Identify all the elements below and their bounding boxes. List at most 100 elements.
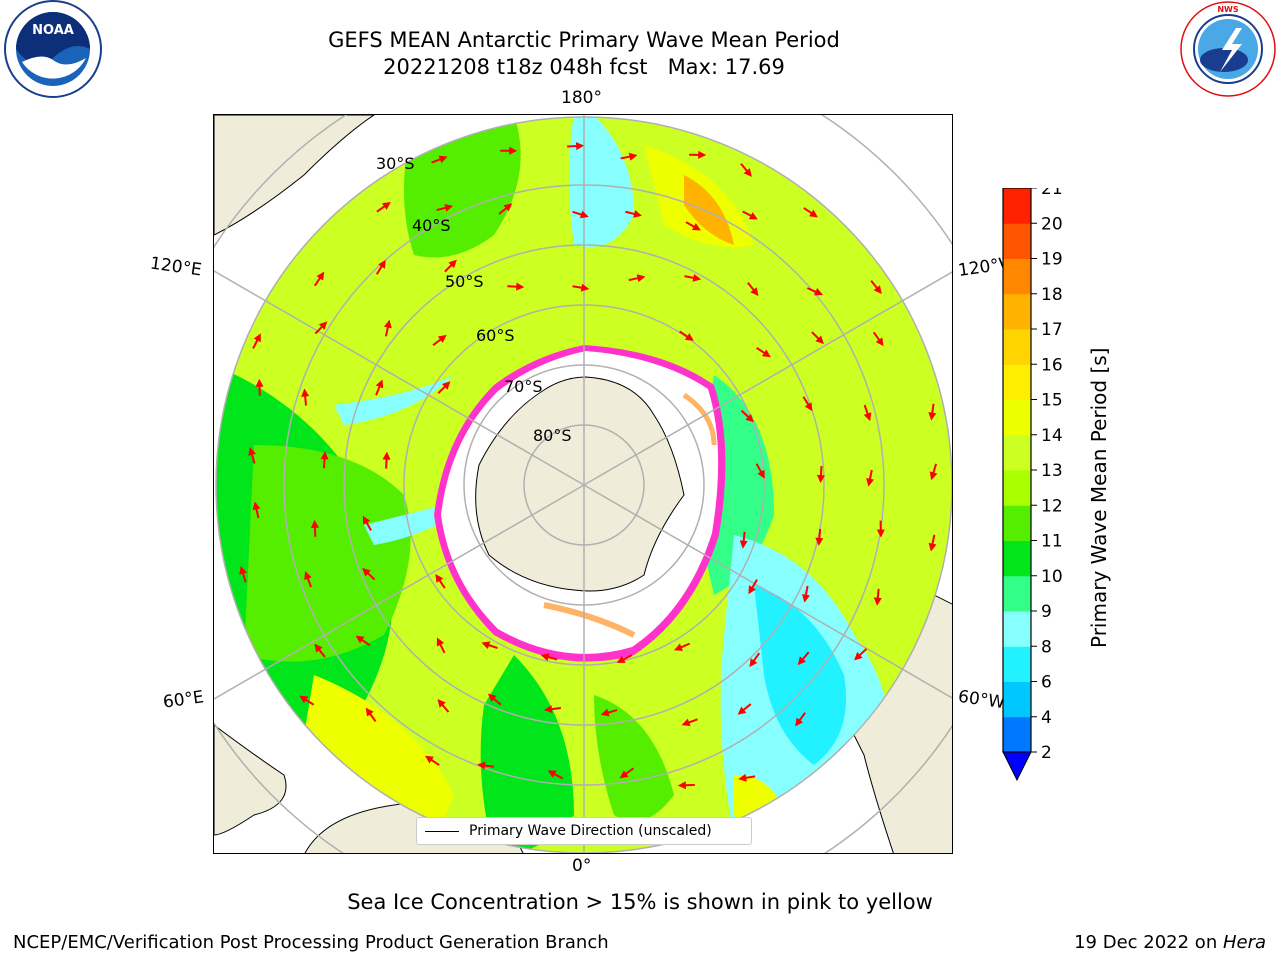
- wave-arrow-head: [365, 707, 374, 717]
- colorbar-segment: [1003, 681, 1031, 718]
- wave-arrow-head: [749, 658, 758, 668]
- wave-arrow-head: [301, 388, 310, 397]
- wave-arrow-head: [239, 565, 247, 575]
- wave-arrow-head: [362, 515, 371, 525]
- wave-arrow-head: [382, 201, 391, 210]
- lat-label-70s: 70°S: [504, 377, 543, 396]
- colorbar-tick-label: 4: [1041, 708, 1052, 728]
- wave-arrow-head: [477, 761, 486, 770]
- colorbar-segment: [1003, 329, 1031, 365]
- lon-label-60w: 60°W: [956, 686, 1007, 714]
- wave-arrow-head: [866, 478, 874, 487]
- wave-arrow-head: [362, 567, 371, 577]
- wave-arrow-head: [929, 471, 938, 481]
- wave-arrow-head: [437, 699, 446, 708]
- colorbar-segment: [1003, 188, 1031, 224]
- legend-label: Primary Wave Direction (unscaled): [469, 823, 712, 839]
- plot-subtitle: 20221208 t18z 048h fcst Max: 17.69: [383, 55, 785, 79]
- wave-arrow-head: [628, 152, 638, 161]
- colorbar-segment: [1003, 434, 1031, 471]
- colorbar-tick-label: 16: [1041, 355, 1063, 375]
- wave-arrow-head: [795, 717, 804, 727]
- colorbar-tick-label: 11: [1041, 532, 1063, 552]
- colorbar-segment: [1003, 716, 1031, 753]
- wave-arrow-head: [619, 770, 629, 779]
- lon-label-120e: 120°E: [148, 253, 203, 281]
- wave-arrow-head: [248, 447, 256, 456]
- lon-label-180: 180°: [561, 88, 602, 108]
- wave-arrow-head: [304, 571, 312, 580]
- colorbar-tick-label: 10: [1041, 567, 1063, 587]
- wave-arrow-head: [487, 693, 497, 702]
- legend-line-icon: [425, 831, 459, 832]
- lon-label-60e: 60°E: [161, 687, 206, 713]
- wave-arrow-head: [255, 378, 264, 387]
- wave-arrow-head: [737, 706, 747, 715]
- noaa-logo: NOAA: [4, 0, 102, 98]
- wave-arrow-head: [873, 597, 882, 606]
- wave-arrow-head: [424, 755, 434, 764]
- wave-arrow-head: [436, 637, 445, 647]
- colorbar-segment: [1003, 540, 1031, 577]
- colorbar-segment: [1003, 646, 1031, 682]
- wave-arrow-head: [509, 146, 518, 155]
- wave-arrow-head: [743, 168, 752, 177]
- graticule: [214, 115, 952, 853]
- wave-arrow-head: [816, 474, 825, 484]
- wave-arrow-head: [375, 379, 384, 389]
- wave-arrow-head: [928, 542, 937, 552]
- wave-arrow-head: [320, 451, 329, 460]
- wave-arrow-head: [444, 203, 454, 212]
- wave-arrow-head: [698, 150, 707, 159]
- wave-arrow-head: [876, 529, 885, 538]
- wave-arrow-head: [674, 643, 683, 651]
- wave-arrow-head: [316, 271, 325, 281]
- lat-label-60s: 60°S: [476, 326, 515, 345]
- map-panel: 30°S 40°S 50°S 60°S 70°S 80°S: [213, 114, 953, 854]
- wave-arrow-head: [516, 282, 525, 291]
- wave-direction-arrows: [239, 142, 938, 841]
- wave-arrow-head: [616, 655, 626, 663]
- colorbar-tick-label: 20: [1041, 214, 1063, 234]
- wave-arrow-head: [540, 653, 550, 661]
- wave-arrow-head: [636, 274, 646, 283]
- wave-arrow-head: [252, 501, 261, 511]
- wave-arrow-head: [738, 773, 747, 782]
- wave-arrow-head: [691, 223, 701, 231]
- colorbar-tick-label: 19: [1041, 250, 1063, 270]
- wave-arrow-head: [875, 337, 884, 347]
- plot-title: GEFS MEAN Antarctic Primary Wave Mean Pe…: [328, 28, 840, 52]
- colorbar-tick-label: 21: [1041, 188, 1063, 199]
- map-legend: Primary Wave Direction (unscaled): [416, 817, 752, 845]
- sea-ice-caption: Sea Ice Concentration > 15% is shown in …: [347, 890, 933, 914]
- wave-arrow-head: [580, 283, 590, 292]
- colorbar-tick-label: 17: [1041, 320, 1063, 340]
- antarctica: [434, 345, 726, 662]
- nws-logo: NWS: [1180, 1, 1276, 97]
- colorbar-segment: [1003, 399, 1031, 436]
- wave-arrow-head: [435, 573, 444, 583]
- noaa-logo-text: NOAA: [32, 23, 74, 38]
- colorbar-segment: [1003, 223, 1031, 259]
- wave-arrow-head: [253, 333, 261, 343]
- wave-arrow-head: [579, 210, 589, 219]
- colorbar-tick-label: 12: [1041, 496, 1063, 516]
- wave-arrow-head: [739, 540, 748, 549]
- wave-arrow-head: [547, 770, 557, 778]
- lat-label-80s: 80°S: [533, 426, 572, 445]
- footer-date-text: 19 Dec 2022 on: [1074, 932, 1223, 953]
- wave-arrow-head: [692, 273, 702, 282]
- wave-arrow-head: [378, 259, 386, 269]
- wave-arrow-head: [802, 594, 810, 603]
- wave-arrow-head: [441, 381, 451, 390]
- colorbar-segment: [1003, 258, 1031, 295]
- wave-arrow-head: [745, 413, 754, 423]
- wave-arrow-head: [310, 519, 319, 529]
- lat-label-50s: 50°S: [445, 272, 484, 291]
- colorbar: 2 4 6 8 9 10 11 12 13 14 15 16 17 18 19 20 21: [1002, 188, 1063, 782]
- colorbar-segment: [1003, 470, 1031, 506]
- footer-date: 19 Dec 2022 on Hera: [1074, 932, 1266, 953]
- wave-arrow-head: [575, 142, 585, 151]
- wave-arrow-head: [355, 635, 365, 644]
- wave-arrow-head: [681, 718, 691, 727]
